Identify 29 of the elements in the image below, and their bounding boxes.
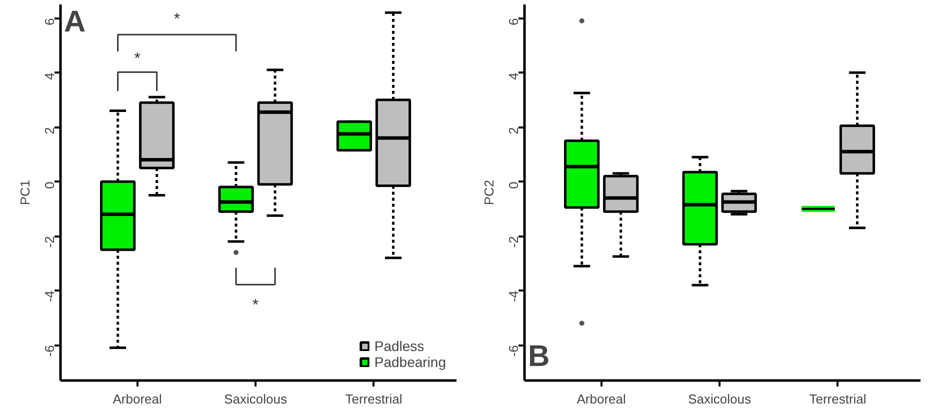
y-tick-label: 6 bbox=[42, 18, 57, 26]
y-tick-label: -2 bbox=[42, 236, 57, 248]
y-tick-label: -4 bbox=[506, 290, 521, 302]
legend-label: Padless bbox=[374, 338, 424, 354]
annotation: * bbox=[134, 50, 140, 68]
y-tick-label: 4 bbox=[506, 72, 521, 80]
y-tick-label: 0 bbox=[506, 182, 521, 189]
y-tick-label: 2 bbox=[42, 127, 57, 134]
x-tick-label: Arboreal bbox=[112, 392, 162, 406]
x-tick-label: Saxicolous bbox=[688, 392, 752, 406]
y-tick-label: -4 bbox=[42, 290, 57, 302]
legend-label: Padbearing bbox=[374, 354, 446, 370]
chart-title: A bbox=[64, 6, 86, 38]
y-tick-label: 6 bbox=[506, 18, 521, 26]
x-tick-label: Saxicolous bbox=[224, 392, 288, 406]
y-tick-label: 2 bbox=[506, 127, 521, 134]
annotation: * bbox=[174, 11, 180, 28]
y-axis-title: PC2 bbox=[482, 180, 496, 206]
y-tick-label: 0 bbox=[42, 182, 57, 189]
y-tick-label: -2 bbox=[506, 236, 521, 248]
annotation: * bbox=[252, 296, 259, 314]
x-tick-label: Terrestrial bbox=[809, 392, 866, 406]
y-axis-title: PC1 bbox=[18, 180, 32, 206]
y-tick-label: -6 bbox=[42, 345, 57, 357]
text: B bbox=[528, 340, 550, 373]
x-tick-label: Arboreal bbox=[576, 392, 626, 406]
y-tick-label: 4 bbox=[42, 72, 57, 80]
y-tick-label: -6 bbox=[506, 345, 521, 357]
x-tick-label: Terrestrial bbox=[345, 392, 402, 406]
